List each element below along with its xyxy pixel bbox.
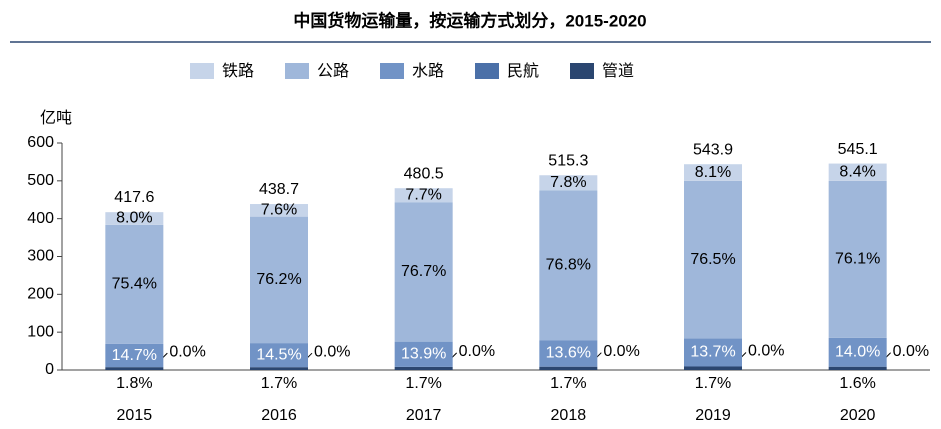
segment-label: 1.7%	[405, 375, 441, 392]
legend-swatch	[475, 63, 499, 79]
segment-label: 1.8%	[116, 375, 152, 392]
total-label: 417.6	[114, 189, 154, 206]
bar-segment	[539, 366, 598, 370]
segment-label: 13.7%	[690, 344, 735, 361]
legend-label: 水路	[412, 62, 444, 80]
segment-label: 13.9%	[401, 345, 446, 362]
segment-label: 8.0%	[116, 210, 152, 227]
bar-segment	[539, 175, 598, 191]
segment-label: 76.2%	[256, 271, 301, 288]
segment-label: 0.0%	[459, 343, 495, 360]
bar-segment	[105, 224, 164, 344]
segment-label: 7.8%	[550, 174, 586, 191]
bar-segment	[539, 340, 598, 367]
chart-title: 中国货物运输量，按运输方式划分，2015-2020	[293, 10, 646, 30]
x-tick-label: 2019	[695, 407, 731, 424]
legend-swatch	[380, 63, 404, 79]
bar-segment	[105, 212, 164, 225]
bar-segment	[250, 343, 308, 368]
y-tick-label: 0	[45, 361, 54, 378]
legend-label: 民航	[507, 62, 539, 80]
y-tick-label: 200	[27, 286, 54, 303]
segment-label: 0.0%	[748, 343, 784, 360]
segment-label: 14.0%	[835, 343, 880, 360]
total-label: 480.5	[404, 165, 444, 182]
total-label: 438.7	[259, 181, 299, 198]
x-tick-label: 2020	[840, 407, 876, 424]
segment-label: 1.7%	[550, 375, 586, 392]
bar-segment	[684, 180, 742, 339]
bar-segment	[105, 343, 164, 368]
segment-label: 14.5%	[256, 346, 301, 363]
x-tick-label: 2016	[261, 407, 297, 424]
bar-segment	[394, 202, 453, 342]
x-tick-label: 2017	[406, 407, 442, 424]
bar-segment	[828, 180, 887, 338]
segment-label: 8.4%	[839, 163, 875, 180]
bar-segment	[828, 337, 887, 367]
segment-label: 1.7%	[695, 375, 731, 392]
legend-swatch	[190, 63, 214, 79]
bar-segment	[250, 367, 308, 370]
segment-label: 76.5%	[690, 251, 735, 268]
segment-label: 13.6%	[546, 345, 591, 362]
y-tick-label: 300	[27, 248, 54, 265]
segment-label: 76.7%	[401, 263, 446, 280]
total-label: 543.9	[693, 141, 733, 158]
x-tick-label: 2015	[117, 407, 153, 424]
bar-segment	[828, 163, 887, 181]
total-label: 515.3	[548, 152, 588, 169]
legend-label: 管道	[602, 62, 634, 80]
x-tick-label: 2018	[551, 407, 587, 424]
y-tick-label: 100	[27, 323, 54, 340]
legend-label: 公路	[317, 62, 349, 80]
segment-label: 75.4%	[112, 276, 157, 293]
segment-label: 76.8%	[546, 257, 591, 274]
segment-label: 0.0%	[314, 343, 350, 360]
bar-segment	[684, 366, 742, 370]
y-axis-label: 亿吨	[40, 109, 72, 127]
bar-segment	[250, 204, 308, 217]
segment-label: 1.7%	[261, 375, 297, 392]
legend-swatch	[285, 63, 309, 79]
segment-label: 0.0%	[603, 343, 639, 360]
segment-label: 7.6%	[261, 202, 297, 219]
bar-segment	[394, 366, 453, 370]
segment-label: 1.6%	[839, 375, 875, 392]
bar-segment	[394, 188, 453, 203]
y-tick-label: 600	[27, 134, 54, 151]
legend-swatch	[570, 63, 594, 79]
legend-label: 铁路	[222, 62, 254, 80]
bar-segment	[250, 216, 308, 344]
bar-segment	[684, 338, 742, 367]
bar-segment	[684, 164, 742, 181]
segment-label: 8.1%	[695, 164, 731, 181]
segment-label: 7.7%	[405, 186, 441, 203]
bar-segment	[105, 367, 164, 370]
segment-label: 14.7%	[112, 347, 157, 364]
bar-segment	[828, 366, 887, 370]
bar-segment	[539, 190, 598, 341]
y-tick-label: 400	[27, 210, 54, 227]
bar-segment	[394, 341, 453, 367]
segment-label: 0.0%	[169, 343, 205, 360]
total-label: 545.1	[838, 141, 878, 158]
segment-label: 0.0%	[893, 343, 929, 360]
y-tick-label: 500	[27, 172, 54, 189]
segment-label: 76.1%	[835, 251, 880, 268]
